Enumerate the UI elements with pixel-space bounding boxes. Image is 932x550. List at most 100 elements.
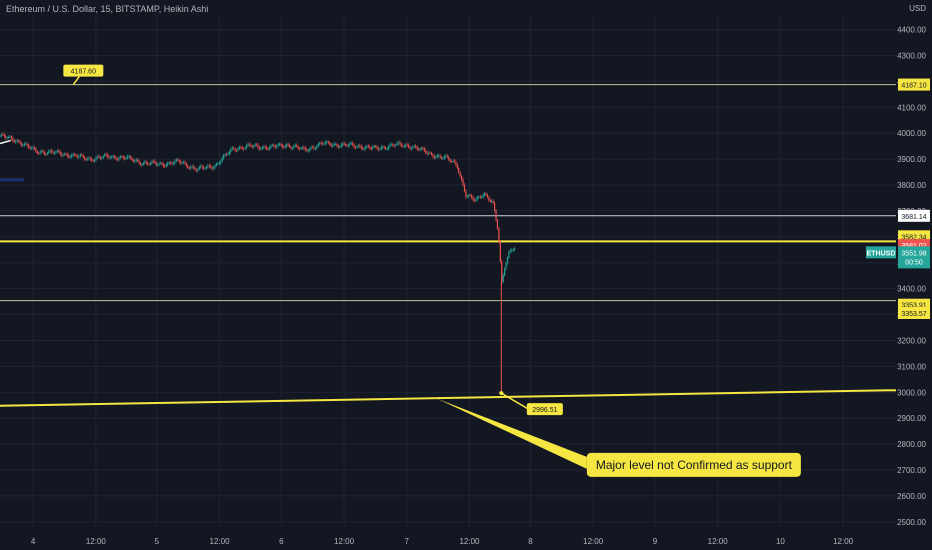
candle-body xyxy=(63,153,66,155)
candle-body xyxy=(16,140,18,142)
candle-body xyxy=(174,160,176,164)
candle-body xyxy=(406,144,408,146)
high-label-box xyxy=(63,64,104,77)
candle-body xyxy=(278,143,281,145)
candle-body xyxy=(354,146,357,148)
candle-body xyxy=(6,137,8,139)
candle-body xyxy=(256,144,258,146)
candle-body xyxy=(138,160,140,164)
candle-body xyxy=(169,162,172,164)
candle-body xyxy=(104,154,106,156)
candle-body xyxy=(131,157,133,161)
candle-body xyxy=(342,143,344,145)
candle-body xyxy=(294,145,296,147)
candle-body xyxy=(251,146,253,148)
candle-body xyxy=(353,144,355,147)
candle-body xyxy=(389,144,391,147)
candle-body xyxy=(299,148,301,150)
candle-body xyxy=(125,157,127,159)
candle-body xyxy=(438,155,440,157)
candle-body xyxy=(35,148,37,152)
candle-body xyxy=(386,148,388,150)
candle-body xyxy=(82,155,84,157)
candle-body xyxy=(250,144,252,147)
candle-body xyxy=(116,159,119,161)
candle-body xyxy=(213,167,215,169)
candle-body xyxy=(73,154,76,155)
y-tick-label: 2500.00 xyxy=(897,518,926,527)
candle-body xyxy=(233,147,235,149)
candle-body xyxy=(201,166,203,168)
candle-body xyxy=(506,257,509,263)
candle-body xyxy=(102,155,104,158)
candle-body xyxy=(234,148,236,151)
callout-text: Major level not Confirmed as support xyxy=(596,458,793,472)
candle-body xyxy=(98,156,100,158)
candle-body xyxy=(178,160,180,162)
x-tick-label: 12:00 xyxy=(459,537,480,546)
candle-body xyxy=(499,242,501,262)
candle-body xyxy=(352,143,354,145)
candle-body xyxy=(121,156,123,158)
candle-body xyxy=(91,158,93,161)
candle-body xyxy=(61,154,63,156)
candle-body xyxy=(363,148,365,150)
candle-body xyxy=(13,140,15,142)
candle-body xyxy=(227,154,229,155)
candle-body xyxy=(495,210,497,220)
candle-body xyxy=(479,196,481,198)
candle-body xyxy=(99,157,101,159)
candle-body xyxy=(261,147,263,149)
y-tick-label: 2600.00 xyxy=(897,492,926,501)
candle-body xyxy=(68,155,70,158)
trendline-3000 xyxy=(0,389,897,407)
candle-body xyxy=(376,146,378,149)
candle-body xyxy=(329,142,331,145)
candle-body xyxy=(370,148,372,150)
candle-body xyxy=(498,228,500,243)
candle-body xyxy=(334,144,337,145)
candle-body xyxy=(132,160,134,162)
candle-body xyxy=(42,151,44,153)
candle-body xyxy=(187,165,189,168)
candle-body xyxy=(0,134,3,136)
candle-body xyxy=(59,151,61,155)
candle-body xyxy=(238,147,241,149)
candle-body xyxy=(124,157,126,159)
candle-body xyxy=(271,144,273,146)
candle-body xyxy=(415,145,417,148)
candle-body xyxy=(39,151,41,154)
candle-body xyxy=(191,166,193,168)
candle-body xyxy=(501,261,503,282)
candle-body xyxy=(471,195,473,198)
candle-body xyxy=(15,141,17,143)
price-label-text: 3353.91 xyxy=(901,303,926,310)
candle-body xyxy=(310,147,312,149)
candle-body xyxy=(347,145,349,146)
candle-body xyxy=(395,144,397,146)
candle-body xyxy=(144,162,146,164)
candle-body xyxy=(158,163,160,165)
candle-body xyxy=(362,148,364,150)
candle-body xyxy=(137,159,139,161)
candle-body xyxy=(440,156,443,159)
candle-body xyxy=(473,199,476,201)
y-tick-label: 3900.00 xyxy=(897,155,926,164)
price-label-text: 3681.14 xyxy=(901,214,926,221)
countdown-text: 00:50 xyxy=(905,259,923,266)
candle-body xyxy=(372,147,374,149)
candle-body xyxy=(58,150,60,152)
candle-body xyxy=(326,141,328,143)
candle-body xyxy=(165,164,167,167)
candle-body xyxy=(504,268,506,276)
candle-body xyxy=(122,156,124,158)
candle-body xyxy=(228,152,230,155)
candle-body xyxy=(428,152,430,154)
candle-body xyxy=(375,145,377,147)
candle-body xyxy=(218,163,220,164)
candle-body xyxy=(148,164,150,165)
candle-body xyxy=(195,169,198,171)
candle-body xyxy=(402,145,404,147)
candle-body xyxy=(511,250,513,252)
